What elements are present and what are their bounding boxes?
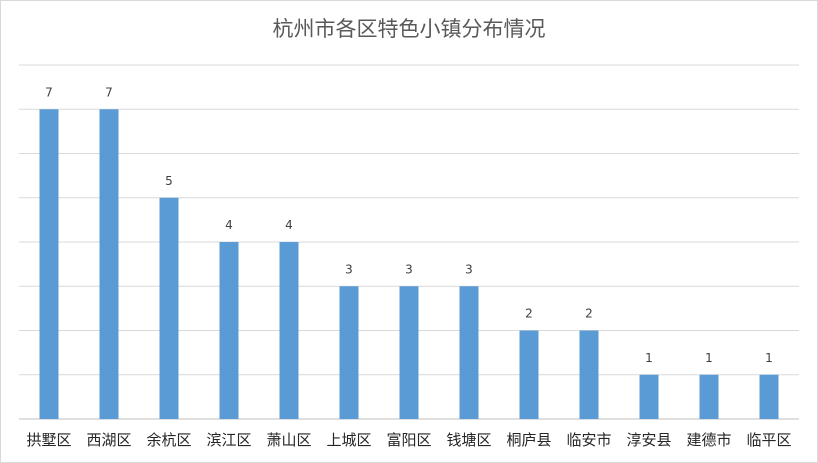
data-label-11: 1 <box>705 351 713 365</box>
category-label-5: 上城区 <box>326 431 371 449</box>
data-label-2: 5 <box>165 174 173 188</box>
bar-10 <box>639 374 659 419</box>
category-label-12: 临平区 <box>746 431 791 449</box>
category-label-2: 余杭区 <box>146 431 191 449</box>
data-label-3: 4 <box>225 218 233 232</box>
category-label-9: 临安市 <box>566 431 611 449</box>
category-label-1: 西湖区 <box>86 431 131 449</box>
bar-8 <box>519 330 539 419</box>
category-label-7: 钱塘区 <box>446 431 491 449</box>
category-label-6: 富阳区 <box>386 431 431 449</box>
category-label-8: 桐庐县 <box>506 431 551 449</box>
bar-5 <box>339 286 359 419</box>
data-label-4: 4 <box>285 218 293 232</box>
category-label-4: 萧山区 <box>266 431 311 449</box>
bar-1 <box>99 109 119 419</box>
data-label-12: 1 <box>765 351 773 365</box>
bar-2 <box>159 197 179 419</box>
bars <box>39 109 779 419</box>
category-label-11: 建德市 <box>686 431 731 449</box>
data-label-8: 2 <box>525 307 533 321</box>
bar-4 <box>279 242 299 419</box>
data-label-6: 3 <box>405 262 413 276</box>
category-label-3: 滨江区 <box>206 431 251 449</box>
data-label-9: 2 <box>585 307 593 321</box>
bar-12 <box>759 374 779 419</box>
data-label-0: 7 <box>45 85 53 99</box>
bar-7 <box>459 286 479 419</box>
bar-6 <box>399 286 419 419</box>
bar-0 <box>39 109 59 419</box>
category-labels: 拱墅区 西湖区 余杭区 滨江区 萧山区 上城区 富阳区 钱塘区 桐庐县 临安市 淳安县 建德市 临平区 <box>26 431 791 449</box>
data-label-10: 1 <box>645 351 653 365</box>
category-label-10: 淳安县 <box>626 431 671 449</box>
chart-title: 杭州市各区特色小镇分布情况 <box>272 17 546 41</box>
data-label-5: 3 <box>345 262 353 276</box>
bar-3 <box>219 242 239 419</box>
bar-11 <box>699 374 719 419</box>
data-label-1: 7 <box>105 85 113 99</box>
bar-9 <box>579 330 599 419</box>
category-label-0: 拱墅区 <box>26 431 71 449</box>
data-label-7: 3 <box>465 262 473 276</box>
data-labels: 7 7 5 4 4 3 3 3 2 2 1 1 1 <box>45 85 773 365</box>
